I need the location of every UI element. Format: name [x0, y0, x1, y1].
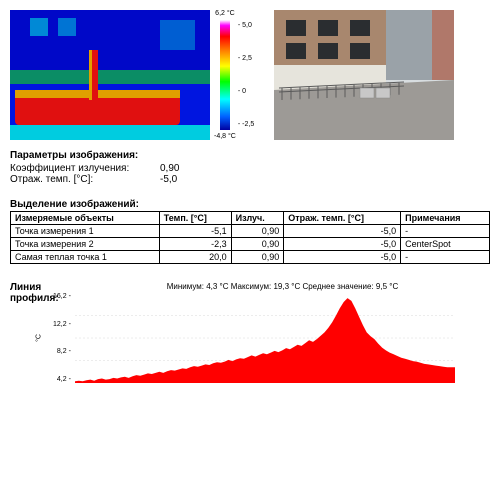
measurements-table: Измеряемые объектыТемп. [°C]Излуч.Отраж.…: [10, 211, 490, 264]
reflect-value: -5,0: [160, 174, 210, 185]
table-title: Выделение изображений:: [10, 199, 490, 210]
thermal-image-panel: 6,2 °C -4,8 °C - 5,0 - 2,5 - 0 - -2,5: [10, 10, 254, 140]
table-header: Измеряемые объекты: [11, 212, 160, 225]
table-cell: 20,0: [159, 251, 231, 264]
chart-ytick: 4,2 -: [53, 376, 71, 383]
table-row: Самая теплая точка 120,00,90-5,0-: [11, 251, 490, 264]
colorbar-bottom-label: -4,8 °C: [214, 133, 236, 140]
table-row: Точка измерения 1-5,10,90-5,0-: [11, 225, 490, 238]
params-title: Параметры изображения:: [10, 150, 490, 161]
table-cell: -5,0: [284, 251, 401, 264]
table-cell: -5,0: [284, 238, 401, 251]
chart-ytick: 8,2 -: [53, 348, 71, 355]
image-params: Параметры изображения: Коэффициент излуч…: [10, 150, 490, 185]
emissivity-label: Коэффициент излучения:: [10, 163, 160, 174]
colorbar-top-label: 6,2 °C: [215, 10, 235, 17]
table-header: Отраж. темп. [°C]: [284, 212, 401, 225]
colorbar-tick: - 5,0: [238, 22, 254, 29]
table-cell: -: [401, 225, 490, 238]
colorbar-tick: - 0: [238, 88, 254, 95]
table-row: Точка измерения 2-2,30,90-5,0CenterSpot: [11, 238, 490, 251]
table-header: Излуч.: [231, 212, 284, 225]
colorbar: [220, 20, 230, 130]
chart-ytick: 16,2 -: [53, 293, 71, 300]
reflect-label: Отраж. темп. [°C]:: [10, 174, 160, 185]
real-image: [274, 10, 454, 140]
thermal-image: [10, 10, 210, 140]
table-cell: Самая теплая точка 1: [11, 251, 160, 264]
table-cell: -2,3: [159, 238, 231, 251]
profile-chart: °C 16,2 -12,2 -8,2 -4,2 -: [75, 293, 455, 383]
table-cell: 0,90: [231, 251, 284, 264]
table-cell: 0,90: [231, 225, 284, 238]
table-header: Темп. [°C]: [159, 212, 231, 225]
colorbar-ticks: - 5,0 - 2,5 - 0 - -2,5: [238, 10, 254, 140]
colorbar-tick: - 2,5: [238, 55, 254, 62]
table-cell: Точка измерения 2: [11, 238, 160, 251]
chart-ytick: 12,2 -: [53, 321, 71, 328]
table-header: Примечания: [401, 212, 490, 225]
table-cell: -5,0: [284, 225, 401, 238]
emissivity-value: 0,90: [160, 163, 210, 174]
table-cell: 0,90: [231, 238, 284, 251]
table-cell: CenterSpot: [401, 238, 490, 251]
table-cell: Точка измерения 1: [11, 225, 160, 238]
chart-ylabel: °C: [35, 334, 42, 342]
chart-stats: Минимум: 4,3 °C Максимум: 19,3 °C Средне…: [75, 282, 490, 291]
table-cell: -5,1: [159, 225, 231, 238]
colorbar-tick: - -2,5: [238, 121, 254, 128]
table-cell: -: [401, 251, 490, 264]
